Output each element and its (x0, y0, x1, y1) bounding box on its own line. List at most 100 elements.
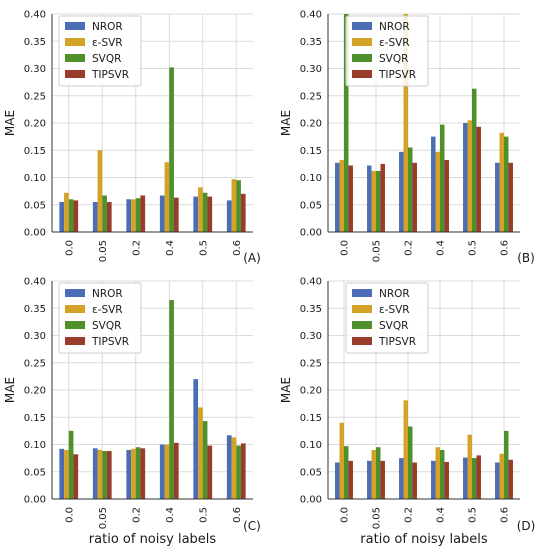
bar-tipsvr-0.0 (73, 200, 79, 232)
y-tick-label: 0.00 (24, 228, 46, 239)
bar-svqr-0.2 (408, 426, 413, 499)
bar-svqr-0.0 (344, 446, 349, 499)
bar-nror-0.0 (335, 162, 340, 232)
y-tick-label: 0.00 (300, 228, 322, 239)
bar-svqr-0.4 (440, 449, 445, 499)
bar-nror-0.6 (495, 462, 500, 499)
bar-svqr-0.2 (135, 198, 141, 232)
x-tick-label: 0.5 (468, 240, 479, 256)
y-tick-label: 0.00 (24, 495, 46, 506)
legend-swatch (65, 305, 85, 313)
x-tick-label: 0.6 (232, 507, 243, 523)
bar-nror-0.6 (226, 435, 232, 499)
legend-swatch (352, 305, 372, 313)
y-axis-label: MAE (279, 110, 293, 136)
bar-svr-0.4 (164, 444, 170, 499)
x-tick-label: 0.4 (436, 240, 447, 256)
x-tick-label: 0.0 (64, 507, 75, 523)
bar-tipsvr-0.2 (140, 195, 146, 232)
bar-svr-0.2 (403, 14, 408, 232)
bar-svr-0.4 (164, 162, 170, 232)
bar-tipsvr-0.4 (173, 197, 179, 232)
legend: NROR ε-SVR SVQR TIPSVR (345, 282, 429, 354)
legend-swatch (352, 22, 372, 30)
y-tick-label: 0.15 (300, 413, 322, 424)
bar-tipsvr-0.05 (380, 163, 385, 232)
bar-tipsvr-0.6 (508, 459, 513, 499)
bar-nror-0.05 (367, 165, 372, 232)
panel-label: (B) (517, 251, 535, 265)
bar-nror-0.5 (193, 196, 199, 232)
bar-svqr-0.5 (202, 421, 208, 499)
bar-svr-0.5 (198, 407, 203, 499)
bar-svqr-0.0 (68, 430, 74, 499)
bar-nror-0.0 (59, 448, 65, 499)
bar-tipsvr-0.2 (140, 448, 146, 499)
legend-label: NROR (92, 288, 123, 300)
bar-nror-0.2 (399, 151, 404, 232)
y-tick-label: 0.40 (300, 10, 322, 21)
y-tick-label: 0.00 (300, 495, 322, 506)
bar-tipsvr-0.0 (348, 460, 353, 499)
panel-1: 0.00 0.05 0.10 0.15 0.20 0.25 0.30 0.35 0.40 0.0 0… (3, 10, 261, 266)
x-tick-label: 0.6 (232, 240, 243, 256)
x-tick-label: 0.6 (500, 240, 511, 256)
legend-label: ε-SVR (379, 37, 410, 49)
bar-svr-0.0 (339, 422, 344, 499)
bar-svqr-0.05 (102, 451, 107, 499)
bar-svr-0.6 (499, 453, 504, 499)
bar-svqr-0.2 (135, 447, 141, 499)
bar-svr-0.05 (371, 449, 376, 499)
y-tick-label: 0.05 (300, 467, 322, 478)
legend-label: TIPSVR (378, 69, 416, 81)
bar-nror-0.05 (92, 448, 98, 499)
y-tick-label: 0.05 (24, 200, 46, 211)
panel-3: 0.00 0.05 0.10 0.15 0.20 0.25 0.30 0.35 0.40 0.0 0… (3, 277, 261, 548)
y-tick-label: 0.10 (24, 440, 46, 451)
bar-svr-0.2 (403, 400, 408, 499)
bar-nror-0.2 (126, 449, 132, 499)
y-tick-label: 0.15 (24, 146, 46, 157)
bar-svqr-0.4 (169, 67, 174, 232)
bar-tipsvr-0.05 (380, 460, 385, 499)
y-tick-label: 0.20 (300, 386, 322, 397)
legend-swatch (352, 337, 372, 345)
x-axis-label: ratio of noisy labels (89, 532, 217, 547)
legend-swatch (65, 70, 85, 78)
legend: NROR ε-SVR SVQR TIPSVR (345, 15, 429, 87)
bar-nror-0.5 (463, 457, 468, 499)
bar-svr-0.2 (131, 199, 136, 232)
panel-2: 0.00 0.05 0.10 0.15 0.20 0.25 0.30 0.35 0.40 0.0 0… (279, 10, 535, 266)
bar-tipsvr-0.6 (508, 162, 513, 232)
bar-tipsvr-0.4 (173, 442, 179, 499)
x-tick-label: 0.5 (198, 240, 209, 256)
y-tick-label: 0.25 (300, 91, 322, 102)
x-tick-label: 0.0 (340, 240, 351, 256)
legend: NROR ε-SVR SVQR TIPSVR (58, 282, 142, 354)
x-tick-label: 0.5 (198, 507, 209, 523)
y-tick-label: 0.30 (300, 64, 322, 75)
legend-label: ε-SVR (92, 304, 123, 316)
x-tick-label: 0.4 (436, 507, 447, 523)
panel-label: (C) (243, 519, 261, 533)
y-tick-label: 0.40 (300, 277, 322, 288)
bar-tipsvr-0.0 (73, 454, 79, 499)
legend-label: TIPSVR (91, 69, 129, 81)
y-tick-label: 0.30 (24, 331, 46, 342)
y-axis-label: MAE (3, 110, 17, 136)
bar-tipsvr-0.4 (444, 461, 449, 499)
bar-tipsvr-0.05 (106, 202, 112, 232)
bar-nror-0.6 (495, 162, 500, 232)
legend-label: SVQR (92, 320, 121, 332)
x-tick-label: 0.05 (372, 507, 383, 529)
panel-label: (D) (517, 519, 536, 533)
x-tick-label: 0.2 (404, 240, 415, 256)
legend-label: NROR (379, 288, 410, 300)
bar-nror-0.05 (367, 460, 372, 499)
x-axis-label: ratio of noisy labels (360, 532, 488, 547)
bar-svqr-0.05 (376, 447, 381, 499)
bar-tipsvr-0.5 (207, 196, 213, 232)
bar-tipsvr-0.6 (240, 443, 246, 499)
legend-label: NROR (379, 21, 410, 33)
bar-svr-0.0 (64, 449, 69, 499)
